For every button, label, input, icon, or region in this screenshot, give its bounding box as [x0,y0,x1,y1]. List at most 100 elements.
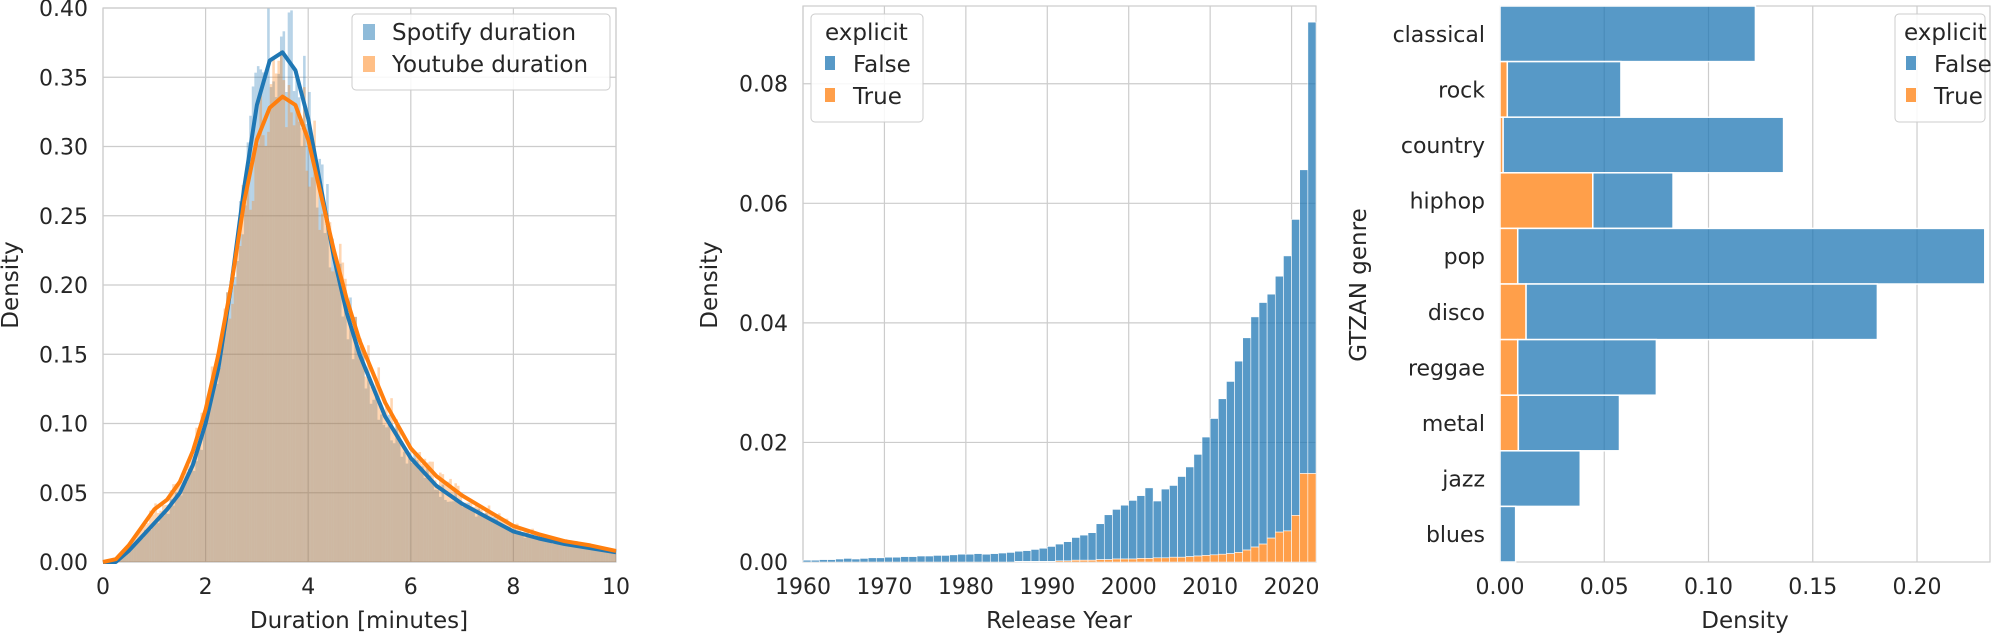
y-tick-label: 0.40 [39,0,88,22]
y-tick-label: 0.08 [739,73,788,98]
hist-bar [503,518,506,562]
hist-bar [277,73,280,563]
hist-bar [608,548,611,562]
bar-true [1071,559,1081,563]
bar-false [941,555,950,563]
hist-bar [544,538,547,562]
hist-bar [505,518,509,562]
hist-bar [456,500,460,562]
hist-bar [356,349,360,562]
legend-box [1894,13,1986,123]
hist-bar [526,531,529,562]
hist-bar [254,72,257,563]
hist-bar [210,366,214,562]
hist-bar [598,550,601,562]
hist-bar [344,278,347,562]
hist-bar [392,431,396,562]
bar-false [802,559,812,563]
bar-true [1112,558,1121,563]
hist-bar [154,503,157,562]
hist-bar [246,142,250,563]
hist-bar [610,552,614,562]
hist-bar [364,388,368,562]
hist-bar [441,474,445,562]
hist-bar [256,66,260,563]
hist-bar [223,308,227,562]
hist-bar [367,345,370,562]
bar-false [1136,495,1146,559]
hist-bar [487,505,491,562]
hist-bar [336,278,339,562]
bar-false [1177,476,1187,558]
hist-bar [372,387,375,562]
bar-false [957,553,967,563]
bar-false [1063,541,1073,562]
hist-bar [208,402,211,562]
hist-bar [297,121,301,562]
hist-bar [359,338,363,562]
hist-bar [446,501,450,562]
hist-bar [149,530,152,562]
hist-bar [126,551,129,562]
hist-bar [536,535,540,562]
hist-bar [518,531,522,562]
x-tick-label: 4 [301,575,315,600]
bar-false [998,552,1007,563]
hist-bar [192,470,196,562]
hist-bar [197,434,201,562]
hist-bar [380,410,383,562]
bar-false [1120,504,1130,560]
hist-bar [141,526,145,562]
hist-bar [580,545,583,562]
hist-bar [446,481,450,562]
bar-false [949,554,959,563]
hist-bar [590,546,593,562]
hist-bar [423,477,427,562]
hist-bar [472,511,475,562]
hist-bar [338,263,342,562]
hist-bar [323,209,327,563]
hist-bar [192,455,196,562]
y-tick-label: 0.06 [739,192,788,217]
bar-true [1499,172,1594,230]
hist-bar [213,367,216,562]
legend-swatch-youtube [363,56,375,72]
x-tick-label: 0.20 [1893,575,1942,600]
hist-bar [287,85,291,563]
hist-bar [200,412,204,562]
hist-bar [490,520,493,562]
x-tick-labels: 0.00 0.05 0.10 0.15 0.20 [1476,575,1942,600]
bar-false [1516,227,1986,285]
hist-bar [292,91,296,562]
hist-bar [241,184,245,562]
hist-bar [308,91,311,562]
x-tick-label: 1960 [775,575,831,600]
bar-true [1103,559,1113,563]
hist-bar [454,492,457,562]
hist-bar [149,510,152,562]
hist-bar [326,184,329,562]
hist-bar [610,550,614,562]
bar-false [1516,338,1658,396]
bar-false [1038,547,1048,562]
hist-bar [577,547,581,562]
bar-true [1274,531,1284,563]
bar-false [1046,546,1056,562]
bar-true [1201,555,1211,563]
bar-true [1095,559,1105,563]
hist-bar [410,462,414,562]
hist-bar [310,177,314,562]
hist-bar [359,343,363,562]
hist-bar [205,422,209,562]
hist-bar [600,546,604,562]
category-labels: classical rock country hiphop pop disco reggae… [1393,23,1486,548]
bar-true [1169,556,1178,563]
hist-bar [218,365,221,562]
hist-bar [431,479,434,562]
x-tick-label: 0.05 [1580,575,1629,600]
hist-bar [220,331,224,562]
bar-true [1079,559,1089,563]
hist-bar [262,135,265,562]
hist-bar [254,146,257,562]
bar-false [875,557,885,563]
